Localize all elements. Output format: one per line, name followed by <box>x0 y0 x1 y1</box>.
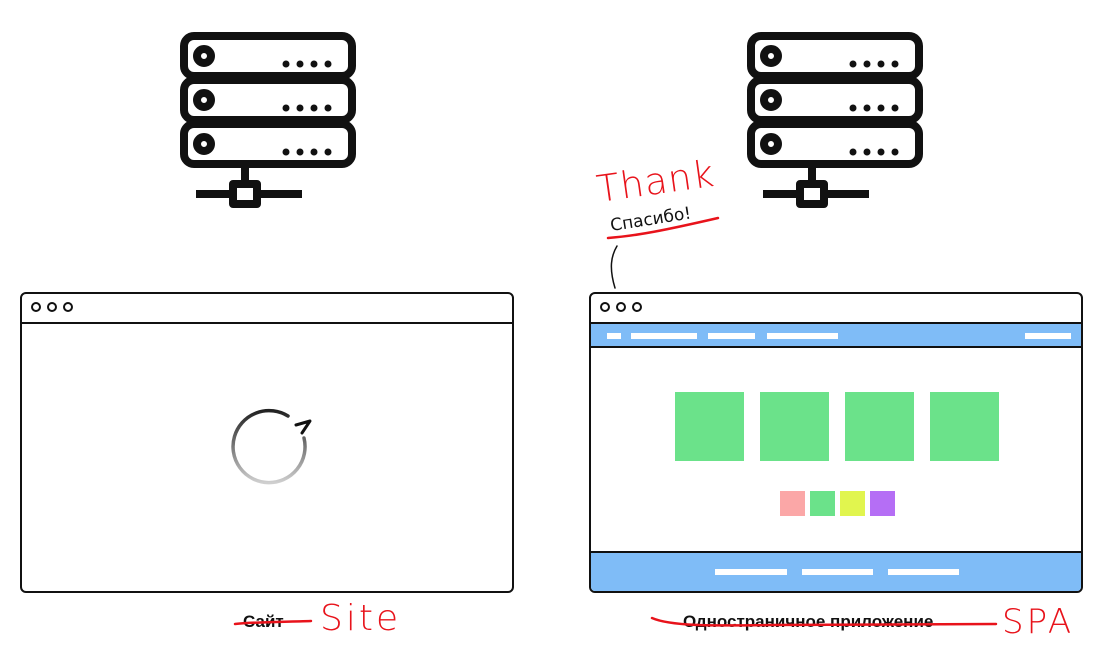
spa-handwritten-translation: SPA <box>1002 602 1075 642</box>
window-dot-icon <box>600 302 610 312</box>
bubble-strikethrough <box>606 216 720 240</box>
swatch-pink <box>780 491 805 516</box>
nav-link-placeholder <box>708 333 755 339</box>
site-caption-strikethrough <box>233 619 313 626</box>
nav-logo-placeholder <box>607 333 621 339</box>
window-dot-icon <box>632 302 642 312</box>
nav-link-placeholder <box>631 333 697 339</box>
content-card <box>930 392 999 461</box>
speech-pointer-line <box>610 245 618 289</box>
browser-titlebar <box>22 294 512 324</box>
spa-browser-window <box>589 292 1083 593</box>
footer-link-placeholder <box>802 569 873 575</box>
swatch-purple <box>870 491 895 516</box>
nav-link-placeholder <box>767 333 838 339</box>
window-dot-icon <box>616 302 626 312</box>
swatch-yellow <box>840 491 865 516</box>
footer-link-placeholder <box>888 569 959 575</box>
footer-link-placeholder <box>715 569 787 575</box>
site-browser-window <box>20 292 514 593</box>
bubble-handwritten-translation: Thank <box>594 151 718 211</box>
content-card <box>760 392 829 461</box>
content-card <box>845 392 914 461</box>
server-icon-left <box>180 32 356 208</box>
window-dot-icon <box>47 302 57 312</box>
spa-caption-strikethrough <box>650 616 998 627</box>
swatch-green <box>810 491 835 516</box>
spa-navbar <box>591 324 1081 348</box>
window-dot-icon <box>63 302 73 312</box>
site-handwritten-translation: Site <box>320 598 402 639</box>
server-icon-right <box>747 32 923 208</box>
content-card <box>675 392 744 461</box>
spa-footer <box>591 551 1081 591</box>
nav-link-placeholder <box>1025 333 1071 339</box>
loading-spinner-icon <box>231 408 312 485</box>
browser-titlebar <box>591 294 1081 324</box>
window-dot-icon <box>31 302 41 312</box>
